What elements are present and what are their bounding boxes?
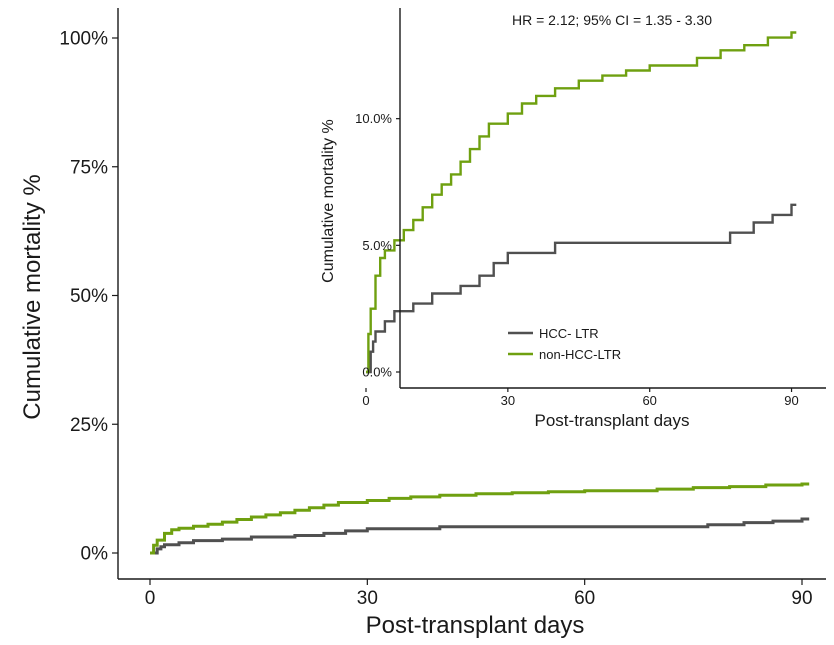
inset-plot: 0 30 60 90 0.0% 5.0% 10.0% HR = 2.12; 95% CI =… — [320, 8, 826, 430]
inset-x-tick-label-30: 30 — [501, 393, 515, 408]
inset-x-tick-label-0: 0 — [362, 393, 369, 408]
inset-y-tick-label-10: 10.0% — [355, 111, 392, 126]
inset-x-tick-label-60: 60 — [642, 393, 656, 408]
main-y-axis-title: Cumulative mortality % — [19, 174, 46, 419]
inset-y-axis-title: Cumulative mortality % — [320, 119, 337, 283]
main-x-tick-label-30: 30 — [357, 588, 378, 609]
main-y-tick-label-50: 50% — [70, 286, 108, 307]
inset-legend: HCC- LTR non-HCC-LTR — [508, 326, 621, 362]
main-x-tick-label-90: 90 — [791, 588, 812, 609]
main-y-tick-label-0: 0% — [81, 544, 109, 565]
legend-label-non-hcc: non-HCC-LTR — [539, 347, 621, 362]
main-series-line-hcc — [150, 517, 810, 555]
main-y-tick-label-75: 75% — [70, 157, 108, 178]
inset-series-line-hcc — [366, 203, 797, 374]
inset-hazard-ratio-annotation: HR = 2.12; 95% CI = 1.35 - 3.30 — [512, 12, 712, 28]
main-x-tick-label-60: 60 — [574, 588, 595, 609]
main-plot: 0 30 60 90 0% 25% 50% 75% 100% Post-transplant d… — [19, 8, 826, 639]
main-x-tick-label-0: 0 — [145, 588, 156, 609]
main-y-tick-label-100: 100% — [59, 29, 108, 50]
inset-x-tick-label-90: 90 — [784, 393, 798, 408]
inset-y-tick-label-0: 0.0% — [362, 365, 392, 380]
inset-x-axis-title: Post-transplant days — [535, 411, 690, 430]
inset-series-line-non-hcc — [366, 31, 797, 374]
main-x-axis-title: Post-transplant days — [366, 612, 585, 639]
main-series-line-non-hcc — [150, 482, 810, 555]
main-y-tick-label-25: 25% — [70, 415, 108, 436]
inset-y-tick-label-5: 5.0% — [362, 238, 392, 253]
legend-label-hcc: HCC- LTR — [539, 326, 599, 341]
